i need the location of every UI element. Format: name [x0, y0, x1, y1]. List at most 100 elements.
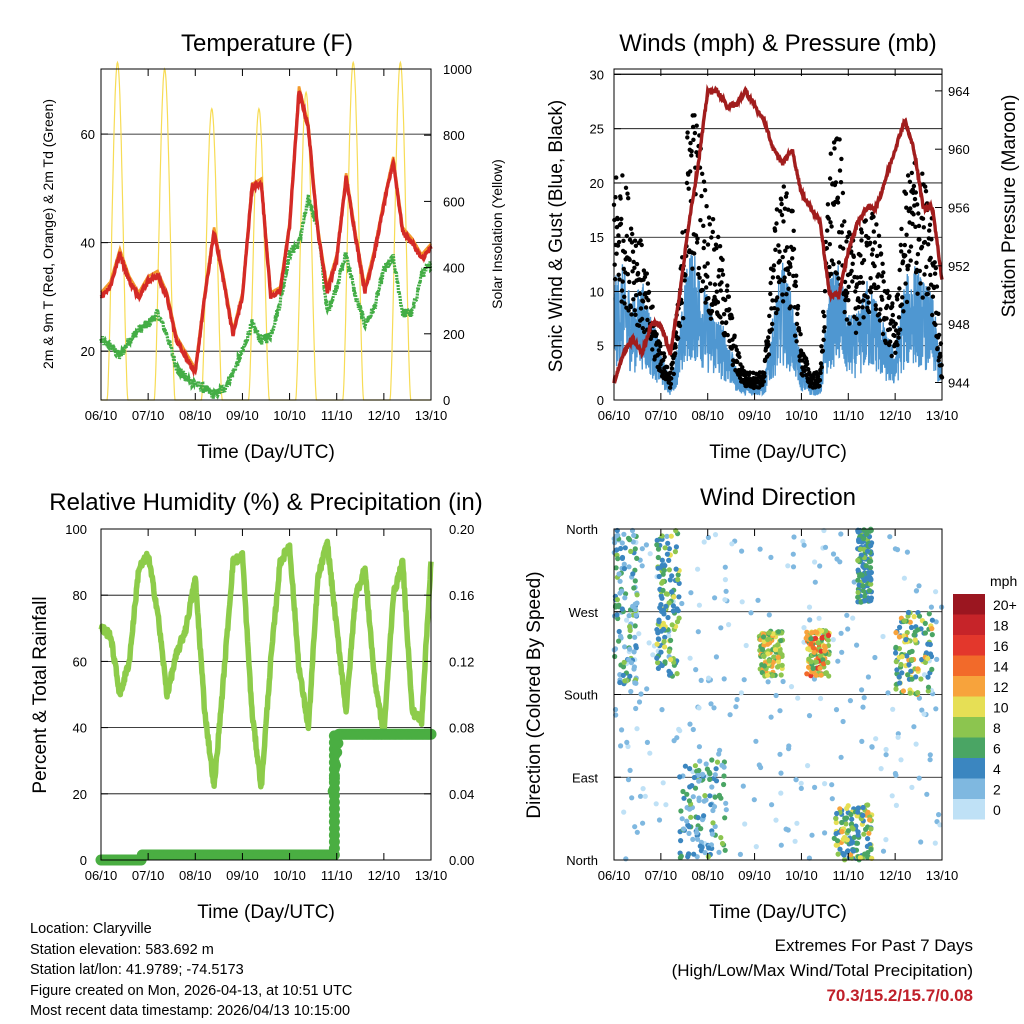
direction-point [771, 654, 777, 660]
winds-ytick-label: 30 [590, 67, 604, 82]
gust-point [740, 365, 745, 370]
gust-point [634, 261, 640, 267]
direction-point [760, 646, 766, 653]
figure-created: Figure created on Mon, 2026-04-13, at 10… [30, 982, 353, 999]
direction-point [817, 563, 823, 569]
gust-point [645, 281, 651, 286]
gust-point [930, 294, 936, 299]
direction-point [656, 817, 663, 823]
direction-point [794, 820, 800, 826]
winds-xlabel: Time (Day/UTC) [709, 442, 847, 463]
direction-point [933, 589, 939, 595]
gust-point [667, 385, 673, 390]
direction-point [844, 849, 850, 855]
direction-point [822, 781, 828, 787]
temperature-y2tick-label: 400 [443, 261, 465, 276]
direction-point [860, 583, 866, 589]
direction-point [619, 727, 625, 733]
gust-point [916, 211, 921, 216]
gust-point [776, 243, 781, 248]
direction-point [634, 829, 640, 835]
direction-point [702, 793, 708, 799]
direction-point [687, 766, 693, 772]
gust-point [934, 284, 940, 289]
gust-point [620, 279, 625, 284]
gust-point [829, 271, 834, 277]
direction-xtick-label: 07/10 [645, 868, 678, 883]
legend-swatch [953, 676, 985, 697]
direction-point [900, 688, 907, 694]
station-elevation: Station elevation: 583.692 m [30, 941, 214, 958]
direction-point [615, 556, 621, 562]
legend-swatch [953, 758, 985, 779]
gust-point [768, 291, 773, 297]
gust-point [897, 286, 902, 291]
gust-point [621, 238, 626, 243]
gust-point [695, 236, 700, 241]
gust-point [819, 365, 824, 370]
direction-xlabel: Time (Day/UTC) [709, 902, 847, 923]
gust-point [858, 274, 863, 280]
direction-point [626, 657, 632, 663]
direction-point [790, 551, 796, 557]
direction-point [813, 672, 819, 678]
gust-point [927, 222, 933, 227]
direction-point [710, 807, 716, 814]
gust-point [726, 294, 731, 299]
gust-point [857, 299, 863, 304]
direction-point [885, 690, 891, 696]
direction-point [833, 707, 840, 713]
gust-point [881, 270, 886, 275]
gust-point [846, 298, 851, 303]
direction-point [696, 744, 703, 750]
gust-point [793, 283, 799, 289]
direction-point [723, 807, 729, 813]
direction-point [933, 706, 939, 712]
direction-point [779, 653, 785, 660]
gust-point [836, 260, 842, 265]
gust-point [900, 295, 905, 300]
winds-y2tick-label: 952 [948, 259, 970, 274]
gust-point [932, 260, 937, 265]
direction-point [761, 642, 767, 649]
winds-xtick-label: 09/10 [738, 408, 771, 423]
direction-point [654, 641, 660, 647]
direction-point [899, 654, 905, 660]
direction-point [868, 826, 874, 832]
direction-point [812, 559, 818, 565]
direction-point [627, 634, 633, 640]
direction-point [622, 644, 628, 650]
humidity-xtick-label: 10/10 [273, 868, 306, 883]
gust-point [616, 239, 622, 245]
direction-point [631, 666, 637, 672]
direction-point [741, 677, 747, 683]
gust-point [786, 207, 791, 212]
gust-point [772, 228, 778, 233]
direction-point [805, 646, 811, 652]
direction-point [907, 690, 913, 696]
direction-point [719, 762, 725, 768]
gust-point [640, 326, 645, 331]
gust-point [873, 303, 878, 308]
direction-point [911, 724, 917, 730]
gust-point [780, 292, 785, 297]
direction-point [909, 657, 915, 663]
gust-point [888, 339, 893, 344]
gust-point [721, 312, 727, 317]
gust-point [869, 252, 875, 257]
direction-point [919, 707, 925, 713]
humidity-xtick-label: 07/10 [132, 868, 165, 883]
gust-point [851, 254, 856, 259]
gust-point [780, 299, 786, 304]
humidity-ytick-label: 60 [73, 654, 87, 669]
gust-point [859, 230, 864, 235]
direction-point [868, 542, 874, 549]
gust-point [794, 273, 799, 278]
direction-point [908, 668, 914, 674]
gust-point [865, 295, 870, 300]
direction-point [865, 809, 871, 816]
gust-point [619, 288, 625, 293]
direction-point [793, 777, 799, 783]
gust-point [833, 180, 839, 185]
direction-point [844, 837, 850, 843]
